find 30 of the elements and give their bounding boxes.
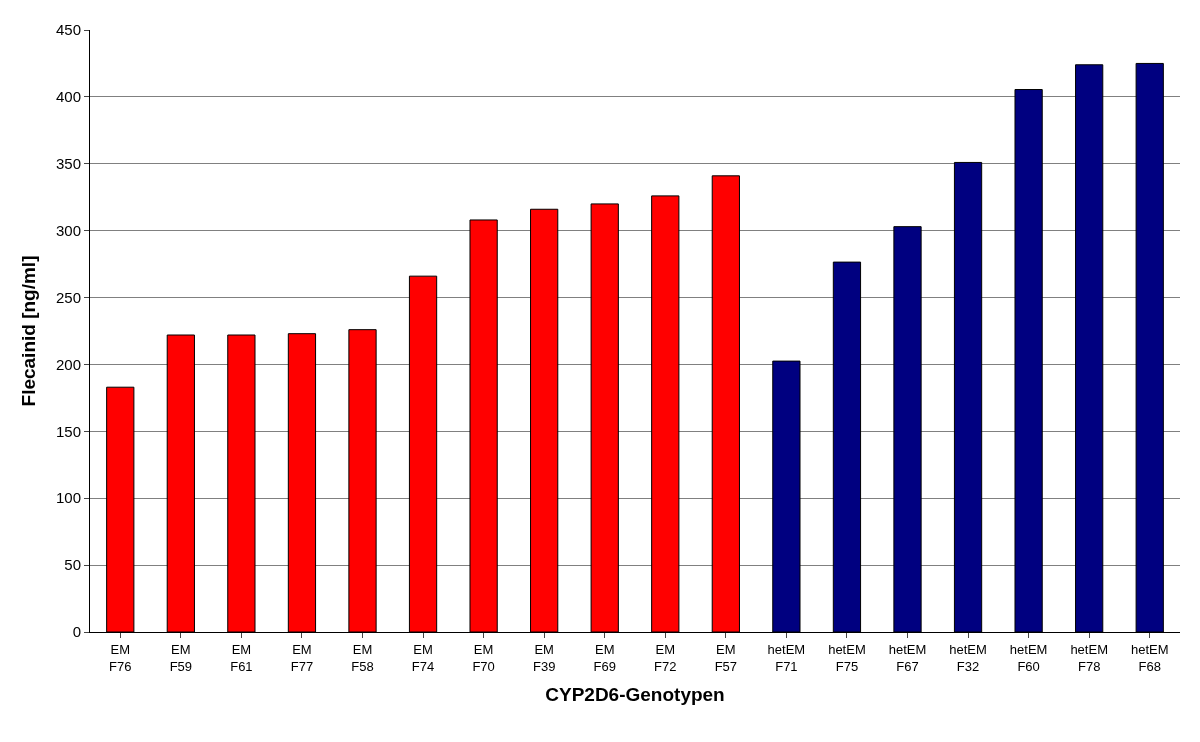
x-tick-label: EM F77	[290, 641, 314, 674]
x-tick-label: EM F76	[109, 641, 132, 674]
x-tick-label: hetEM F68	[1130, 641, 1169, 674]
x-axis-title: CYP2D6-Genotypen	[545, 684, 725, 706]
x-tick-label: hetEM F32	[949, 641, 987, 674]
x-tick-label: EM F69	[593, 641, 616, 674]
y-tick-label: 250	[55, 288, 81, 306]
x-tick-label: EM F74	[411, 641, 435, 674]
y-tick-label: 400	[55, 88, 81, 106]
y-axis-title: Flecainid [ng/ml]	[17, 255, 39, 407]
y-tick-label: 0	[72, 623, 81, 641]
y-tick-label: 50	[64, 556, 81, 574]
x-tick-label: EM F72	[654, 641, 677, 674]
y-tick-label: 200	[55, 355, 81, 373]
x-tick-label: EM F70	[472, 641, 495, 674]
y-tick-label: 100	[55, 489, 81, 507]
y-tick-label: 450	[55, 21, 81, 39]
x-tick-label: EM F39	[532, 641, 556, 674]
x-tick-label: EM F61	[230, 641, 253, 674]
x-tick-label: hetEM F78	[1070, 641, 1108, 674]
x-tick-label: EM F57	[714, 641, 738, 674]
y-tick-label: 300	[55, 221, 81, 239]
y-tick-label: 150	[55, 422, 81, 440]
y-tick-label: 350	[55, 155, 81, 173]
x-tick-label: hetEM F60	[1009, 641, 1048, 674]
x-tick-label: hetEM F75	[828, 641, 866, 674]
x-tick-label: hetEM F67	[888, 641, 927, 674]
x-tick-label: EM F58	[351, 641, 374, 674]
x-tick-label: hetEM F71	[767, 641, 806, 674]
x-tick-label: EM F59	[169, 641, 193, 674]
